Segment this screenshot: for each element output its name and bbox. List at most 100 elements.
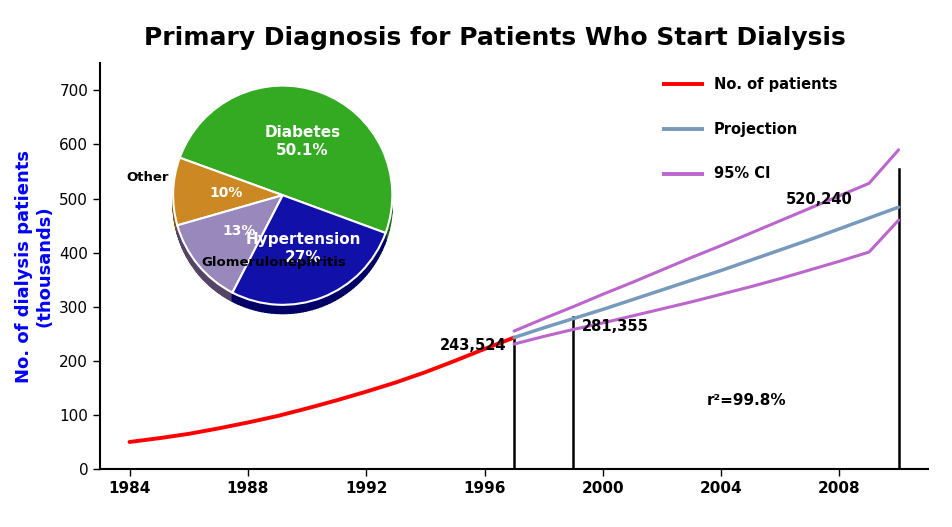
Polygon shape <box>382 239 384 250</box>
Polygon shape <box>365 266 367 277</box>
Polygon shape <box>288 305 290 314</box>
Polygon shape <box>231 292 232 301</box>
Polygon shape <box>312 300 315 309</box>
Polygon shape <box>351 279 353 290</box>
Polygon shape <box>218 284 220 294</box>
Polygon shape <box>232 195 283 301</box>
Polygon shape <box>318 298 321 308</box>
Text: 13%: 13% <box>222 225 255 238</box>
Polygon shape <box>306 301 309 311</box>
Polygon shape <box>247 299 250 309</box>
Polygon shape <box>332 291 335 301</box>
Polygon shape <box>361 270 363 281</box>
Polygon shape <box>229 291 231 301</box>
Polygon shape <box>363 268 365 279</box>
Polygon shape <box>225 288 226 298</box>
Polygon shape <box>293 304 297 313</box>
Polygon shape <box>221 286 222 295</box>
Polygon shape <box>232 195 283 301</box>
Polygon shape <box>284 305 288 314</box>
Polygon shape <box>235 294 238 304</box>
Polygon shape <box>210 277 211 287</box>
Polygon shape <box>344 285 346 295</box>
Text: No. of patients: No. of patients <box>714 77 838 92</box>
Text: Other: Other <box>127 171 169 184</box>
Polygon shape <box>329 293 332 303</box>
Polygon shape <box>217 283 218 292</box>
Polygon shape <box>222 287 224 296</box>
Polygon shape <box>348 281 351 291</box>
Polygon shape <box>378 247 379 259</box>
Polygon shape <box>356 275 358 286</box>
Polygon shape <box>220 285 221 295</box>
Polygon shape <box>358 272 361 284</box>
Text: r²=99.8%: r²=99.8% <box>706 393 786 408</box>
Polygon shape <box>262 303 266 312</box>
Polygon shape <box>290 304 293 314</box>
Polygon shape <box>253 301 256 310</box>
Polygon shape <box>283 195 386 242</box>
Polygon shape <box>204 271 205 281</box>
Polygon shape <box>250 300 253 309</box>
Polygon shape <box>206 273 207 283</box>
Text: Diabetes
50.1%: Diabetes 50.1% <box>265 125 341 158</box>
Polygon shape <box>353 277 356 288</box>
Wedge shape <box>180 85 392 233</box>
Polygon shape <box>259 302 262 311</box>
Polygon shape <box>212 279 213 289</box>
Text: Hypertension
27%: Hypertension 27% <box>246 232 361 265</box>
Polygon shape <box>278 305 281 314</box>
Text: 520,240: 520,240 <box>786 192 853 207</box>
Polygon shape <box>200 268 202 278</box>
Polygon shape <box>207 274 208 284</box>
Polygon shape <box>346 283 348 294</box>
Polygon shape <box>268 304 271 313</box>
Wedge shape <box>177 195 283 292</box>
Polygon shape <box>226 289 228 298</box>
Polygon shape <box>321 297 324 307</box>
Polygon shape <box>241 297 244 307</box>
Polygon shape <box>281 305 284 314</box>
Polygon shape <box>228 290 229 300</box>
Text: 10%: 10% <box>209 186 243 200</box>
Polygon shape <box>303 302 306 312</box>
Y-axis label: No. of dialysis patients
(thousands): No. of dialysis patients (thousands) <box>15 150 53 383</box>
Polygon shape <box>202 269 203 279</box>
Polygon shape <box>338 288 341 299</box>
Polygon shape <box>271 304 274 313</box>
Polygon shape <box>274 305 278 314</box>
Polygon shape <box>370 258 372 269</box>
Polygon shape <box>297 304 300 313</box>
Polygon shape <box>214 281 216 291</box>
Polygon shape <box>315 299 318 309</box>
Text: Primary Diagnosis for Patients Who Start Dialysis: Primary Diagnosis for Patients Who Start… <box>144 26 846 51</box>
Polygon shape <box>381 242 382 253</box>
Polygon shape <box>368 261 370 272</box>
Polygon shape <box>387 222 389 236</box>
Text: Glomerulonephritis: Glomerulonephritis <box>202 256 347 269</box>
Wedge shape <box>232 195 386 305</box>
Polygon shape <box>372 256 374 267</box>
Polygon shape <box>224 287 225 297</box>
Polygon shape <box>256 301 259 311</box>
Polygon shape <box>390 210 391 225</box>
Polygon shape <box>177 195 283 234</box>
Polygon shape <box>309 301 312 310</box>
Polygon shape <box>266 304 268 313</box>
Polygon shape <box>385 233 386 245</box>
Wedge shape <box>173 158 283 226</box>
Text: 243,524: 243,524 <box>440 338 506 353</box>
Text: Projection: Projection <box>714 122 798 136</box>
Polygon shape <box>300 303 303 313</box>
Polygon shape <box>205 272 206 282</box>
Polygon shape <box>208 276 210 286</box>
Polygon shape <box>197 264 198 274</box>
Polygon shape <box>384 236 385 248</box>
Polygon shape <box>389 216 390 231</box>
Polygon shape <box>203 270 204 280</box>
Polygon shape <box>335 290 338 300</box>
Polygon shape <box>327 294 329 304</box>
Polygon shape <box>376 250 378 261</box>
Polygon shape <box>232 292 235 303</box>
Polygon shape <box>177 195 283 234</box>
